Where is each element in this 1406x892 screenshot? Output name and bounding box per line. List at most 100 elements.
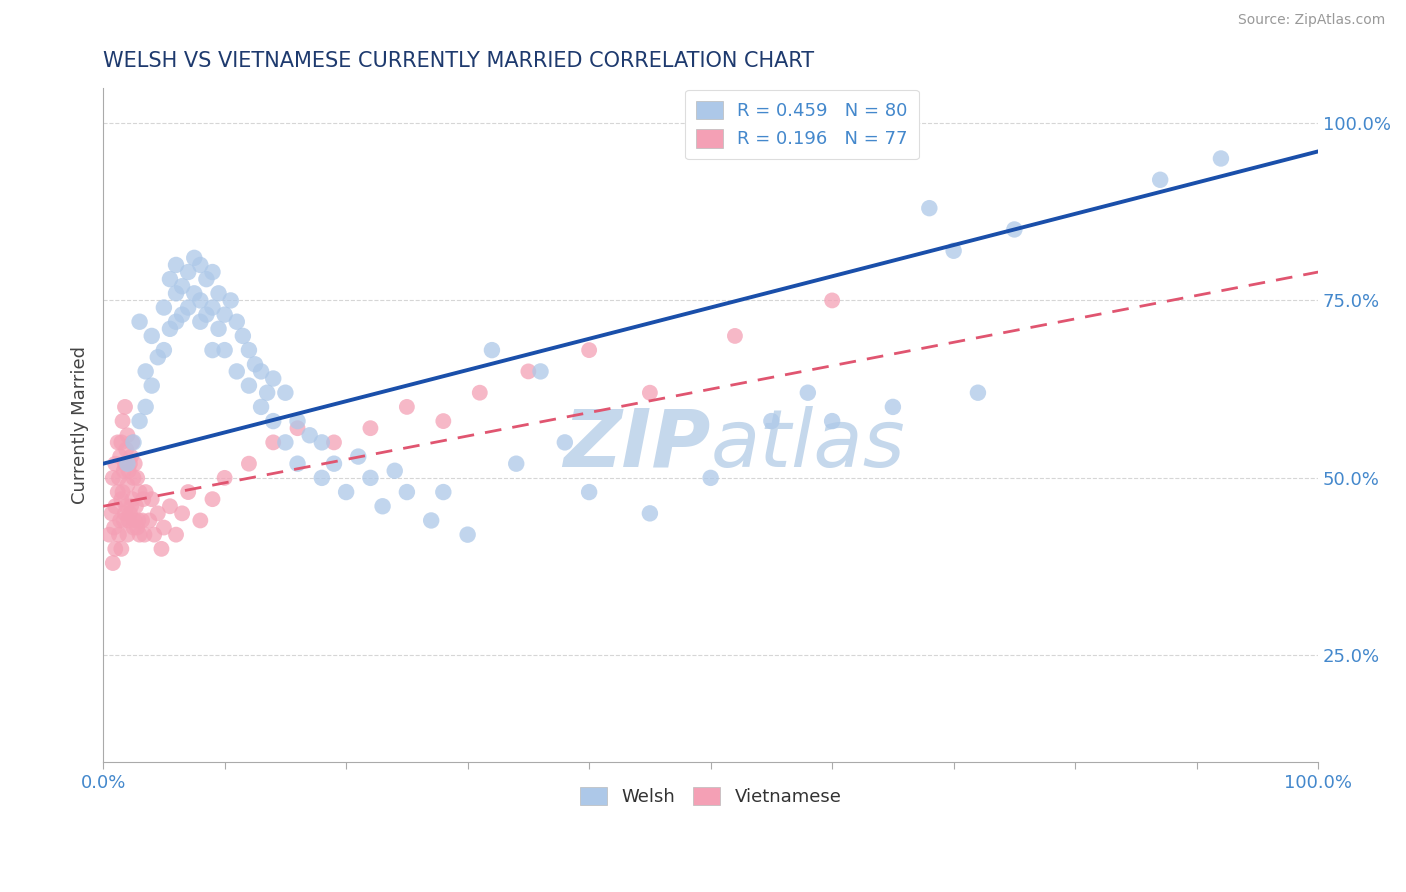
Point (118, 457, 141, 471)
Point (188, 293, 211, 308)
Point (821, 414, 844, 428)
Point (153, 301, 176, 315)
Point (143, 527, 166, 541)
Point (141, 492, 163, 507)
Point (117, 464, 139, 478)
Point (359, 471, 381, 485)
Point (117, 527, 139, 541)
Point (578, 485, 600, 500)
Point (724, 329, 747, 343)
Point (219, 293, 242, 308)
Point (554, 435, 576, 450)
Point (127, 513, 149, 527)
Point (250, 400, 273, 414)
Text: atlas: atlas (710, 406, 905, 483)
Point (761, 414, 783, 428)
Point (128, 315, 150, 329)
Point (638, 385, 661, 400)
Point (101, 556, 124, 570)
Point (371, 500, 394, 514)
Point (323, 457, 346, 471)
Text: WELSH VS VIETNAMESE CURRENTLY MARRIED CORRELATION CHART: WELSH VS VIETNAMESE CURRENTLY MARRIED CO… (103, 51, 814, 70)
Point (1209, 152, 1232, 166)
Point (115, 442, 138, 457)
Point (201, 301, 224, 315)
Point (797, 385, 820, 400)
Point (359, 421, 381, 435)
Point (256, 385, 278, 400)
Point (311, 435, 333, 450)
Point (101, 471, 124, 485)
Point (117, 457, 139, 471)
Point (177, 265, 200, 279)
Point (201, 265, 224, 279)
Point (188, 315, 211, 329)
Point (110, 492, 132, 507)
Point (115, 500, 138, 514)
Point (114, 507, 136, 521)
Point (195, 308, 218, 322)
Point (172, 507, 194, 521)
Point (165, 258, 187, 272)
Point (128, 485, 150, 500)
Point (225, 315, 247, 329)
Point (238, 378, 260, 392)
Point (108, 527, 131, 541)
Point (882, 400, 904, 414)
Point (104, 500, 127, 514)
Point (177, 301, 200, 315)
Point (232, 329, 254, 343)
Point (262, 371, 284, 385)
Point (135, 485, 157, 500)
Point (124, 513, 146, 527)
Point (578, 343, 600, 358)
Point (262, 435, 284, 450)
Point (505, 457, 527, 471)
Text: ZIP: ZIP (564, 406, 710, 483)
Point (517, 364, 540, 378)
Point (159, 322, 181, 336)
Point (183, 286, 205, 301)
Point (114, 457, 136, 471)
Point (153, 343, 176, 358)
Point (138, 513, 160, 527)
Point (127, 471, 149, 485)
Point (110, 435, 132, 450)
Point (108, 450, 131, 464)
Point (201, 492, 224, 507)
Point (287, 421, 309, 435)
Point (146, 507, 169, 521)
Point (112, 464, 135, 478)
Point (146, 350, 169, 364)
Point (165, 315, 187, 329)
Point (457, 527, 479, 541)
Point (172, 279, 194, 293)
Point (1149, 173, 1171, 187)
Point (172, 308, 194, 322)
Point (529, 364, 551, 378)
Point (150, 541, 173, 556)
Point (214, 471, 236, 485)
Point (165, 527, 187, 541)
Point (141, 378, 163, 392)
Point (468, 385, 491, 400)
Point (104, 541, 127, 556)
Point (177, 485, 200, 500)
Point (298, 428, 321, 442)
Point (135, 400, 157, 414)
Point (118, 507, 141, 521)
Point (117, 513, 139, 527)
Point (335, 485, 357, 500)
Point (125, 500, 148, 514)
Point (1002, 222, 1025, 236)
Point (347, 450, 370, 464)
Point (207, 286, 229, 301)
Legend: Welsh, Vietnamese: Welsh, Vietnamese (572, 780, 849, 814)
Point (207, 322, 229, 336)
Point (132, 492, 155, 507)
Point (481, 343, 503, 358)
Point (201, 343, 224, 358)
Point (120, 450, 142, 464)
Point (274, 385, 297, 400)
Point (128, 414, 150, 428)
